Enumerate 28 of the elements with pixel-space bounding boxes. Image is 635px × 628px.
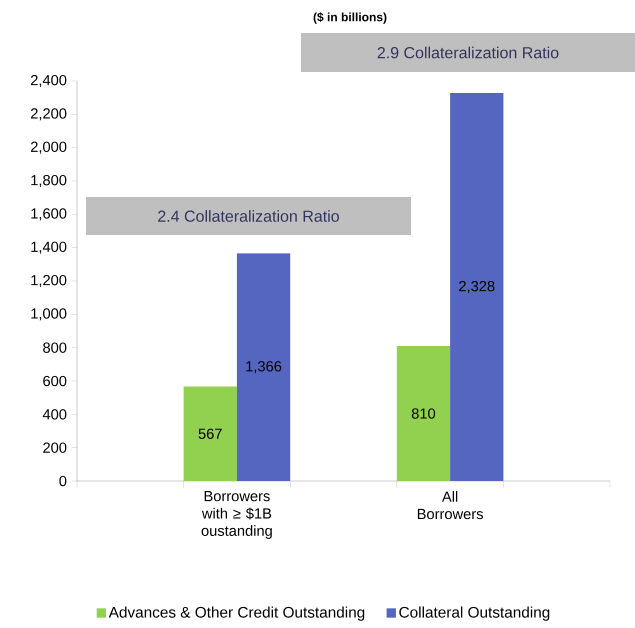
y-tick-label: 0 bbox=[59, 476, 66, 486]
y-tick-label: 1,200 bbox=[31, 274, 66, 288]
y-tick-label: 2,400 bbox=[30, 74, 66, 88]
data-label: 1,366 bbox=[246, 361, 282, 374]
data-label: 2,328 bbox=[459, 280, 494, 294]
data-label: 810 bbox=[412, 408, 436, 419]
x-tick-label: All Borrowers bbox=[418, 491, 483, 520]
y-tick-label: 1,800 bbox=[31, 174, 66, 188]
y-tick-label: 1,600 bbox=[31, 208, 66, 220]
y-tick-label: 200 bbox=[43, 442, 66, 453]
text: 2.9 Collateralization Ratio bbox=[378, 46, 558, 58]
y-tick-label: 400 bbox=[42, 409, 66, 420]
y-tick-label: 800 bbox=[43, 342, 66, 353]
data-label: 567 bbox=[198, 428, 222, 439]
legend-label: Collateral Outstanding bbox=[399, 606, 550, 621]
annotation: 2.4 Collateralization Ratio bbox=[158, 210, 339, 222]
y-tick-label: 2,000 bbox=[30, 142, 66, 154]
y-tick-label: 1,000 bbox=[31, 308, 66, 320]
bar bbox=[396, 346, 450, 481]
chart-subtitle: ($ in billions) bbox=[314, 12, 386, 24]
y-tick-label: 600 bbox=[43, 376, 66, 386]
bar bbox=[236, 253, 290, 481]
bar bbox=[184, 386, 237, 481]
legend-label: Advances & Other Credit Outstanding bbox=[108, 606, 364, 621]
x-tick-label: Borrowers with ≥ $1B oustanding bbox=[202, 491, 272, 539]
y-tick-label: 2,200 bbox=[30, 108, 66, 120]
y-tick-label: 1,400 bbox=[31, 242, 66, 254]
bar bbox=[450, 92, 504, 481]
